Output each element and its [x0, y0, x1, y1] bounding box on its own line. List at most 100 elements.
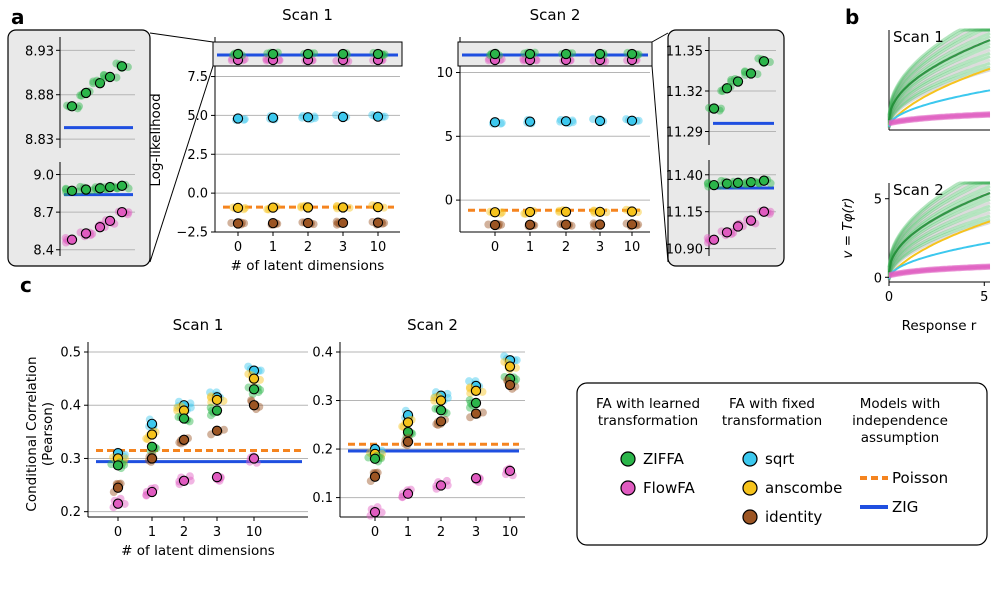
chart-a-scan1-inset-top: 8.83 8.88 8.93 — [25, 37, 135, 148]
y-tick-label: 11.35 — [666, 45, 703, 60]
point-ZIFFA — [112, 460, 124, 471]
x-tick-label: 0 — [234, 240, 242, 255]
point-ZIFFA — [116, 61, 128, 72]
replicate-dot — [206, 388, 215, 397]
subplot-b-2: Scan 2 0 5 0 5 — [874, 181, 991, 305]
y-tick-label: 0.0 — [187, 187, 208, 202]
y-axis-label-c: Conditional Correlation (Pearson) — [24, 356, 56, 511]
y-axis-label: Conditional Correlation — [24, 356, 40, 511]
point-sqrt — [489, 117, 501, 128]
y-tick-label: 2.5 — [187, 148, 208, 163]
bundle-curve — [887, 207, 991, 278]
point-identity — [267, 217, 279, 229]
bundle-curve — [887, 181, 990, 270]
legend-label: ZIG — [892, 498, 918, 516]
chart-title: Scan 2 — [530, 6, 581, 24]
point-identity — [232, 218, 244, 229]
point-ZIFFA — [372, 48, 384, 60]
x-tick-label: 1 — [404, 525, 412, 540]
x-tick-label: 2 — [180, 525, 188, 540]
bundle-curve — [887, 184, 991, 273]
y-tick-label: 0 — [445, 194, 453, 209]
legend-group-title: independence — [852, 413, 948, 429]
point-identity — [302, 217, 314, 229]
y-tick-label: 11.32 — [666, 85, 703, 100]
legend-label: Poisson — [892, 469, 948, 487]
y-tick-label: 0.4 — [312, 346, 333, 361]
point-FlowFA — [721, 227, 733, 238]
legend-label: ZIFFA — [643, 450, 685, 468]
point-identity — [504, 379, 516, 391]
chart-a-scan2-inset-top: 11.29 11.32 11.35 — [666, 37, 776, 145]
bundle-curve — [887, 55, 991, 126]
point-ZIFFA — [94, 183, 106, 194]
point-ZIFFA — [104, 181, 116, 193]
bundle-curve — [887, 194, 991, 275]
x-tick-label: 0 — [371, 525, 379, 540]
bundle-curve — [887, 28, 991, 120]
y-tick-label: 0.3 — [312, 394, 333, 409]
bundle-curve — [887, 28, 990, 116]
curve-sqrt — [888, 89, 991, 128]
x-tick-label: 1 — [526, 240, 534, 255]
legend-marker-sqrt — [742, 451, 758, 467]
replicate-dot — [173, 406, 182, 415]
y-tick-label: 8.93 — [25, 44, 54, 59]
replicate-dot — [74, 102, 83, 111]
point-anscombe — [470, 385, 482, 396]
chart-a-scan2: 0 5 10 0 1 2 3 10 Scan 2 — [436, 6, 653, 255]
x-tick-label: 0 — [491, 240, 499, 255]
point-sqrt — [337, 111, 349, 123]
point-ZIFFA — [732, 76, 744, 87]
x-tick-label: 3 — [339, 240, 347, 255]
chart-a-scan1: −2.5 0.0 2.5 5.0 7.5 0 1 2 3 10 Scan 1 # of latent … — [176, 6, 403, 274]
point-identity — [369, 471, 381, 482]
point-identity — [211, 425, 223, 436]
curve-ZIFFA — [887, 39, 991, 121]
point-anscombe — [626, 206, 638, 217]
bundle-curve — [887, 217, 991, 280]
point-anscombe — [232, 202, 244, 214]
point-sqrt — [232, 113, 244, 124]
point-anscombe — [372, 201, 384, 213]
point-ZIFFA — [708, 103, 720, 114]
point-sqrt — [524, 116, 536, 127]
bundle-curve — [887, 28, 990, 116]
legend-group-title: FA with learned — [596, 396, 700, 412]
panel-letter: c — [20, 273, 32, 297]
legend-group-title: transformation — [598, 413, 698, 429]
chart-a-scan2-inset-bottom: 10.90 11.15 11.40 — [666, 160, 776, 258]
legend-label: identity — [765, 508, 822, 526]
point-ZIFFA — [146, 441, 158, 452]
point-anscombe — [302, 202, 314, 213]
point-ZIFFA — [721, 178, 733, 189]
chart-title: Scan 2 — [407, 316, 458, 334]
legend-label: FlowFA — [643, 479, 695, 497]
subplot-title: Scan 2 — [893, 181, 944, 199]
point-ZIFFA — [337, 48, 349, 60]
x-tick-label: 10 — [246, 525, 263, 540]
replicate-dot — [465, 377, 474, 386]
legend-marker-FlowFA — [620, 480, 636, 496]
point-ZIFFA — [489, 48, 501, 60]
legend-group-title: assumption — [861, 430, 939, 446]
point-identity — [402, 436, 414, 447]
x-tick-label: 10 — [370, 240, 387, 255]
point-FlowFA — [369, 506, 381, 518]
x-tick-label: 10 — [624, 240, 641, 255]
legend-marker-identity — [742, 509, 758, 525]
bundle-curve — [887, 35, 991, 121]
x-tick-label: 3 — [213, 525, 221, 540]
x-tick-label: 0 — [885, 290, 893, 305]
point-identity — [626, 219, 638, 230]
point-ZIFFA — [211, 405, 223, 416]
replicate-dot — [555, 207, 564, 216]
y-tick-label: 0.3 — [60, 452, 81, 467]
point-anscombe — [560, 206, 572, 217]
curve-anscombe — [888, 67, 991, 126]
y-tick-label: 9.0 — [33, 169, 54, 184]
point-anscombe — [504, 361, 516, 372]
point-FlowFA — [94, 222, 106, 233]
point-FlowFA — [470, 473, 482, 484]
